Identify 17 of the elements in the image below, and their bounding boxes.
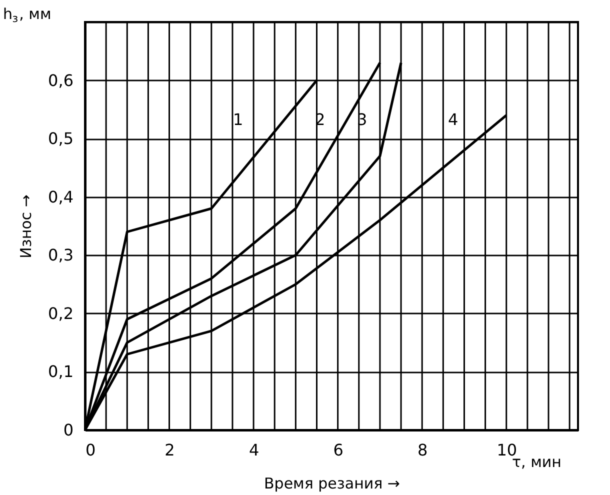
y-tick-label: 0,3 (48, 246, 74, 265)
y-tick-label: 0,1 (48, 362, 74, 382)
y-tick-label: 0,2 (48, 304, 74, 323)
annotation: 1 (233, 110, 244, 129)
y-tick-label: 0,4 (48, 187, 74, 206)
annotation: 4 (448, 110, 458, 129)
x-tick-label: 8 (418, 440, 428, 460)
x-tick-label: 6 (333, 440, 344, 460)
y-tick-label: 0 (63, 420, 74, 440)
x-axis-title: Время резания → (264, 474, 400, 492)
x-tick-label: 4 (248, 440, 260, 460)
y-tick-label: 0,6 (48, 70, 74, 90)
y-tick-label: 0,5 (48, 129, 74, 148)
x-tick-label: 10 (496, 440, 518, 460)
y-axis-title: Износ → (17, 194, 36, 258)
x-tick-label: 2 (164, 440, 175, 460)
x-tick-label: 0 (86, 440, 96, 460)
